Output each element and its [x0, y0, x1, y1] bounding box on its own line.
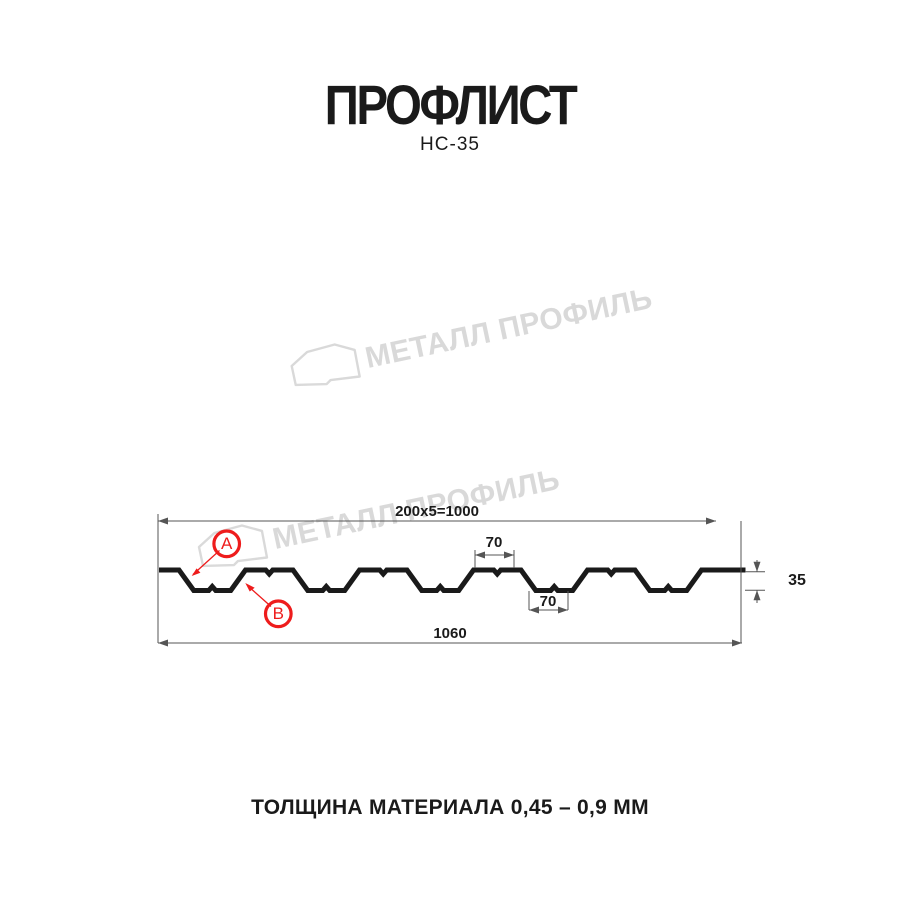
svg-text:1060: 1060	[433, 625, 466, 642]
svg-text:70: 70	[486, 534, 503, 551]
svg-text:200x5=1000: 200x5=1000	[395, 503, 479, 520]
svg-text:70: 70	[540, 593, 557, 610]
svg-text:МЕТАЛЛ ПРОФИЛЬ: МЕТАЛЛ ПРОФИЛЬ	[362, 282, 655, 375]
svg-text:A: A	[221, 534, 233, 553]
svg-text:B: B	[273, 604, 284, 623]
svg-text:35: 35	[788, 572, 806, 589]
